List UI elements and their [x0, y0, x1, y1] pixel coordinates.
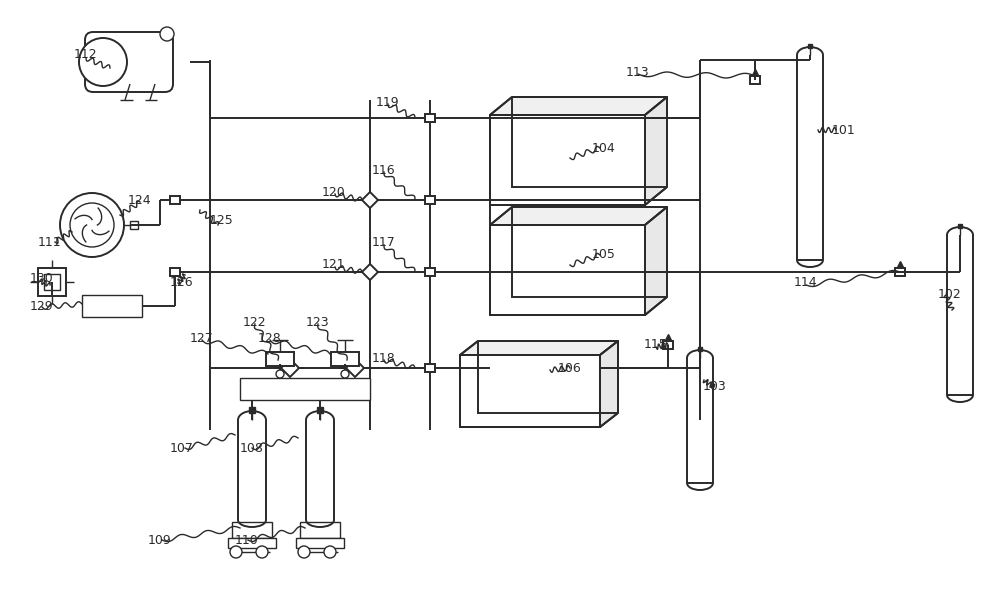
FancyBboxPatch shape — [85, 32, 173, 92]
Text: 108: 108 — [240, 442, 264, 454]
Bar — [663, 341, 673, 349]
Polygon shape — [490, 97, 667, 115]
Text: 129: 129 — [30, 300, 54, 314]
Text: 105: 105 — [592, 248, 616, 261]
Polygon shape — [490, 207, 667, 225]
Circle shape — [276, 370, 284, 378]
Bar — [232, 522, 272, 538]
Circle shape — [324, 546, 336, 558]
Text: 114: 114 — [794, 276, 818, 290]
Bar — [170, 268, 180, 276]
Text: 119: 119 — [376, 96, 400, 109]
Bar — [331, 352, 359, 366]
Bar — [425, 196, 435, 204]
Bar — [266, 352, 294, 366]
Polygon shape — [362, 264, 378, 280]
Circle shape — [230, 546, 242, 558]
Bar — [44, 274, 60, 290]
Bar — [240, 378, 370, 400]
Polygon shape — [645, 207, 667, 315]
Text: 110: 110 — [235, 534, 259, 546]
Bar — [296, 538, 344, 548]
Text: 102: 102 — [938, 288, 962, 302]
Polygon shape — [490, 225, 645, 315]
Bar — [130, 221, 138, 229]
Polygon shape — [346, 359, 364, 377]
Circle shape — [60, 193, 124, 257]
Text: 107: 107 — [170, 442, 194, 454]
Polygon shape — [645, 97, 667, 205]
Text: 121: 121 — [322, 258, 346, 272]
Polygon shape — [600, 341, 618, 427]
Text: 120: 120 — [322, 186, 346, 198]
Text: 111: 111 — [38, 236, 62, 248]
Polygon shape — [362, 192, 378, 208]
Bar — [170, 196, 180, 204]
Circle shape — [341, 370, 349, 378]
Circle shape — [298, 546, 310, 558]
Text: 117: 117 — [372, 237, 396, 249]
Bar — [750, 76, 760, 84]
Circle shape — [160, 27, 174, 41]
Text: 130: 130 — [30, 272, 54, 284]
Polygon shape — [460, 355, 600, 427]
Text: 103: 103 — [703, 380, 727, 394]
Text: 113: 113 — [626, 66, 650, 79]
Bar — [425, 364, 435, 372]
Polygon shape — [490, 115, 645, 205]
Text: 124: 124 — [128, 194, 152, 207]
Text: 126: 126 — [170, 276, 194, 290]
Bar — [228, 538, 276, 548]
Text: 127: 127 — [190, 332, 214, 344]
Text: 116: 116 — [372, 163, 396, 177]
Circle shape — [70, 203, 114, 247]
Text: 101: 101 — [832, 123, 856, 136]
Text: 125: 125 — [210, 213, 234, 227]
Circle shape — [256, 546, 268, 558]
Text: 106: 106 — [558, 361, 582, 374]
Polygon shape — [460, 341, 618, 355]
Text: 112: 112 — [74, 49, 98, 61]
Circle shape — [79, 38, 127, 86]
Text: 122: 122 — [243, 316, 267, 329]
Polygon shape — [281, 359, 299, 377]
Text: 118: 118 — [372, 352, 396, 364]
Text: 115: 115 — [644, 338, 668, 352]
Bar — [300, 522, 340, 538]
Text: 123: 123 — [306, 316, 330, 329]
Bar — [82, 295, 142, 317]
Text: 128: 128 — [258, 332, 282, 344]
Text: 104: 104 — [592, 141, 616, 154]
Bar — [425, 268, 435, 276]
Bar — [895, 268, 905, 276]
Text: 109: 109 — [148, 534, 172, 546]
Bar — [38, 268, 66, 296]
Bar — [425, 114, 435, 122]
